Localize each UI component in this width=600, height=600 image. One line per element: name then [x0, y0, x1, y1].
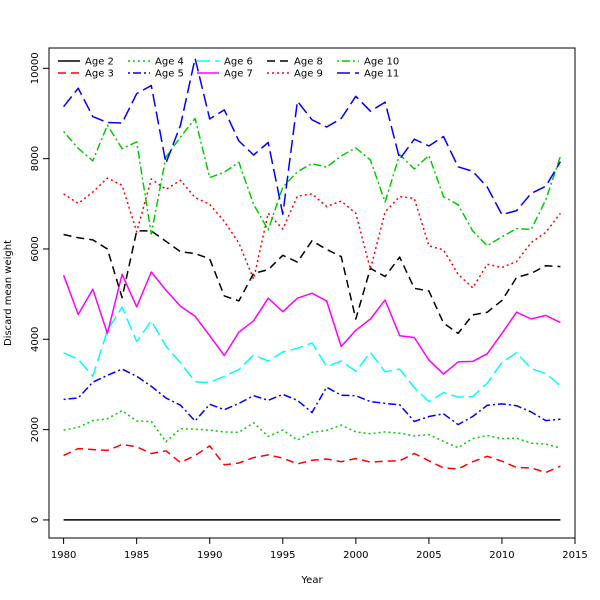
x-tick-label: 1980: [51, 550, 76, 561]
legend-label: Age 6: [224, 57, 253, 68]
series-line-age-8: [63, 230, 561, 335]
y-tick-label: 0: [30, 517, 41, 523]
plot-frame: [48, 47, 576, 539]
legend-label: Age 4: [155, 57, 184, 68]
series-layer: [62, 57, 562, 521]
x-tick-label: 2000: [343, 550, 368, 561]
series-line-age-3: [63, 443, 561, 474]
series-line-age-4: [63, 409, 561, 449]
x-axis-title: Year: [300, 575, 323, 586]
y-tick-label: 4000: [30, 327, 41, 352]
y-tick-label: 8000: [30, 146, 41, 171]
legend-label: Age 11: [364, 69, 399, 80]
legend-label: Age 7: [224, 69, 253, 80]
y-tick-label: 2000: [30, 417, 41, 442]
x-tick-label: 2015: [562, 550, 587, 561]
y-axis: 0 2000 4000 6000 8000 10000: [30, 52, 49, 523]
legend-label: Age 2: [85, 57, 114, 68]
series-line-age-6: [63, 306, 561, 403]
series-line-age-5: [63, 368, 561, 426]
x-tick-label: 1995: [270, 550, 295, 561]
legend-label: Age 9: [294, 69, 323, 80]
x-tick-label: 2005: [416, 550, 441, 561]
legend-label: Age 3: [85, 69, 114, 80]
series-line-age-7: [62, 271, 561, 375]
legend-label: Age 8: [294, 57, 323, 68]
x-tick-label: 2010: [489, 550, 514, 561]
legend-label: Age 10: [364, 57, 399, 68]
x-tick-label: 1985: [124, 550, 149, 561]
series-line-age-11: [63, 57, 562, 216]
y-tick-label: 6000: [30, 236, 41, 261]
y-tick-label: 10000: [30, 52, 41, 84]
series-line-age-9: [63, 177, 561, 289]
legend-label: Age 5: [155, 69, 184, 80]
series-line-age-10: [63, 117, 562, 247]
x-tick-label: 1990: [197, 550, 222, 561]
y-axis-title: Discard mean weight: [3, 240, 14, 346]
x-axis: 1980 1985 1990 1995 2000 2005 2010 2015: [51, 538, 588, 561]
